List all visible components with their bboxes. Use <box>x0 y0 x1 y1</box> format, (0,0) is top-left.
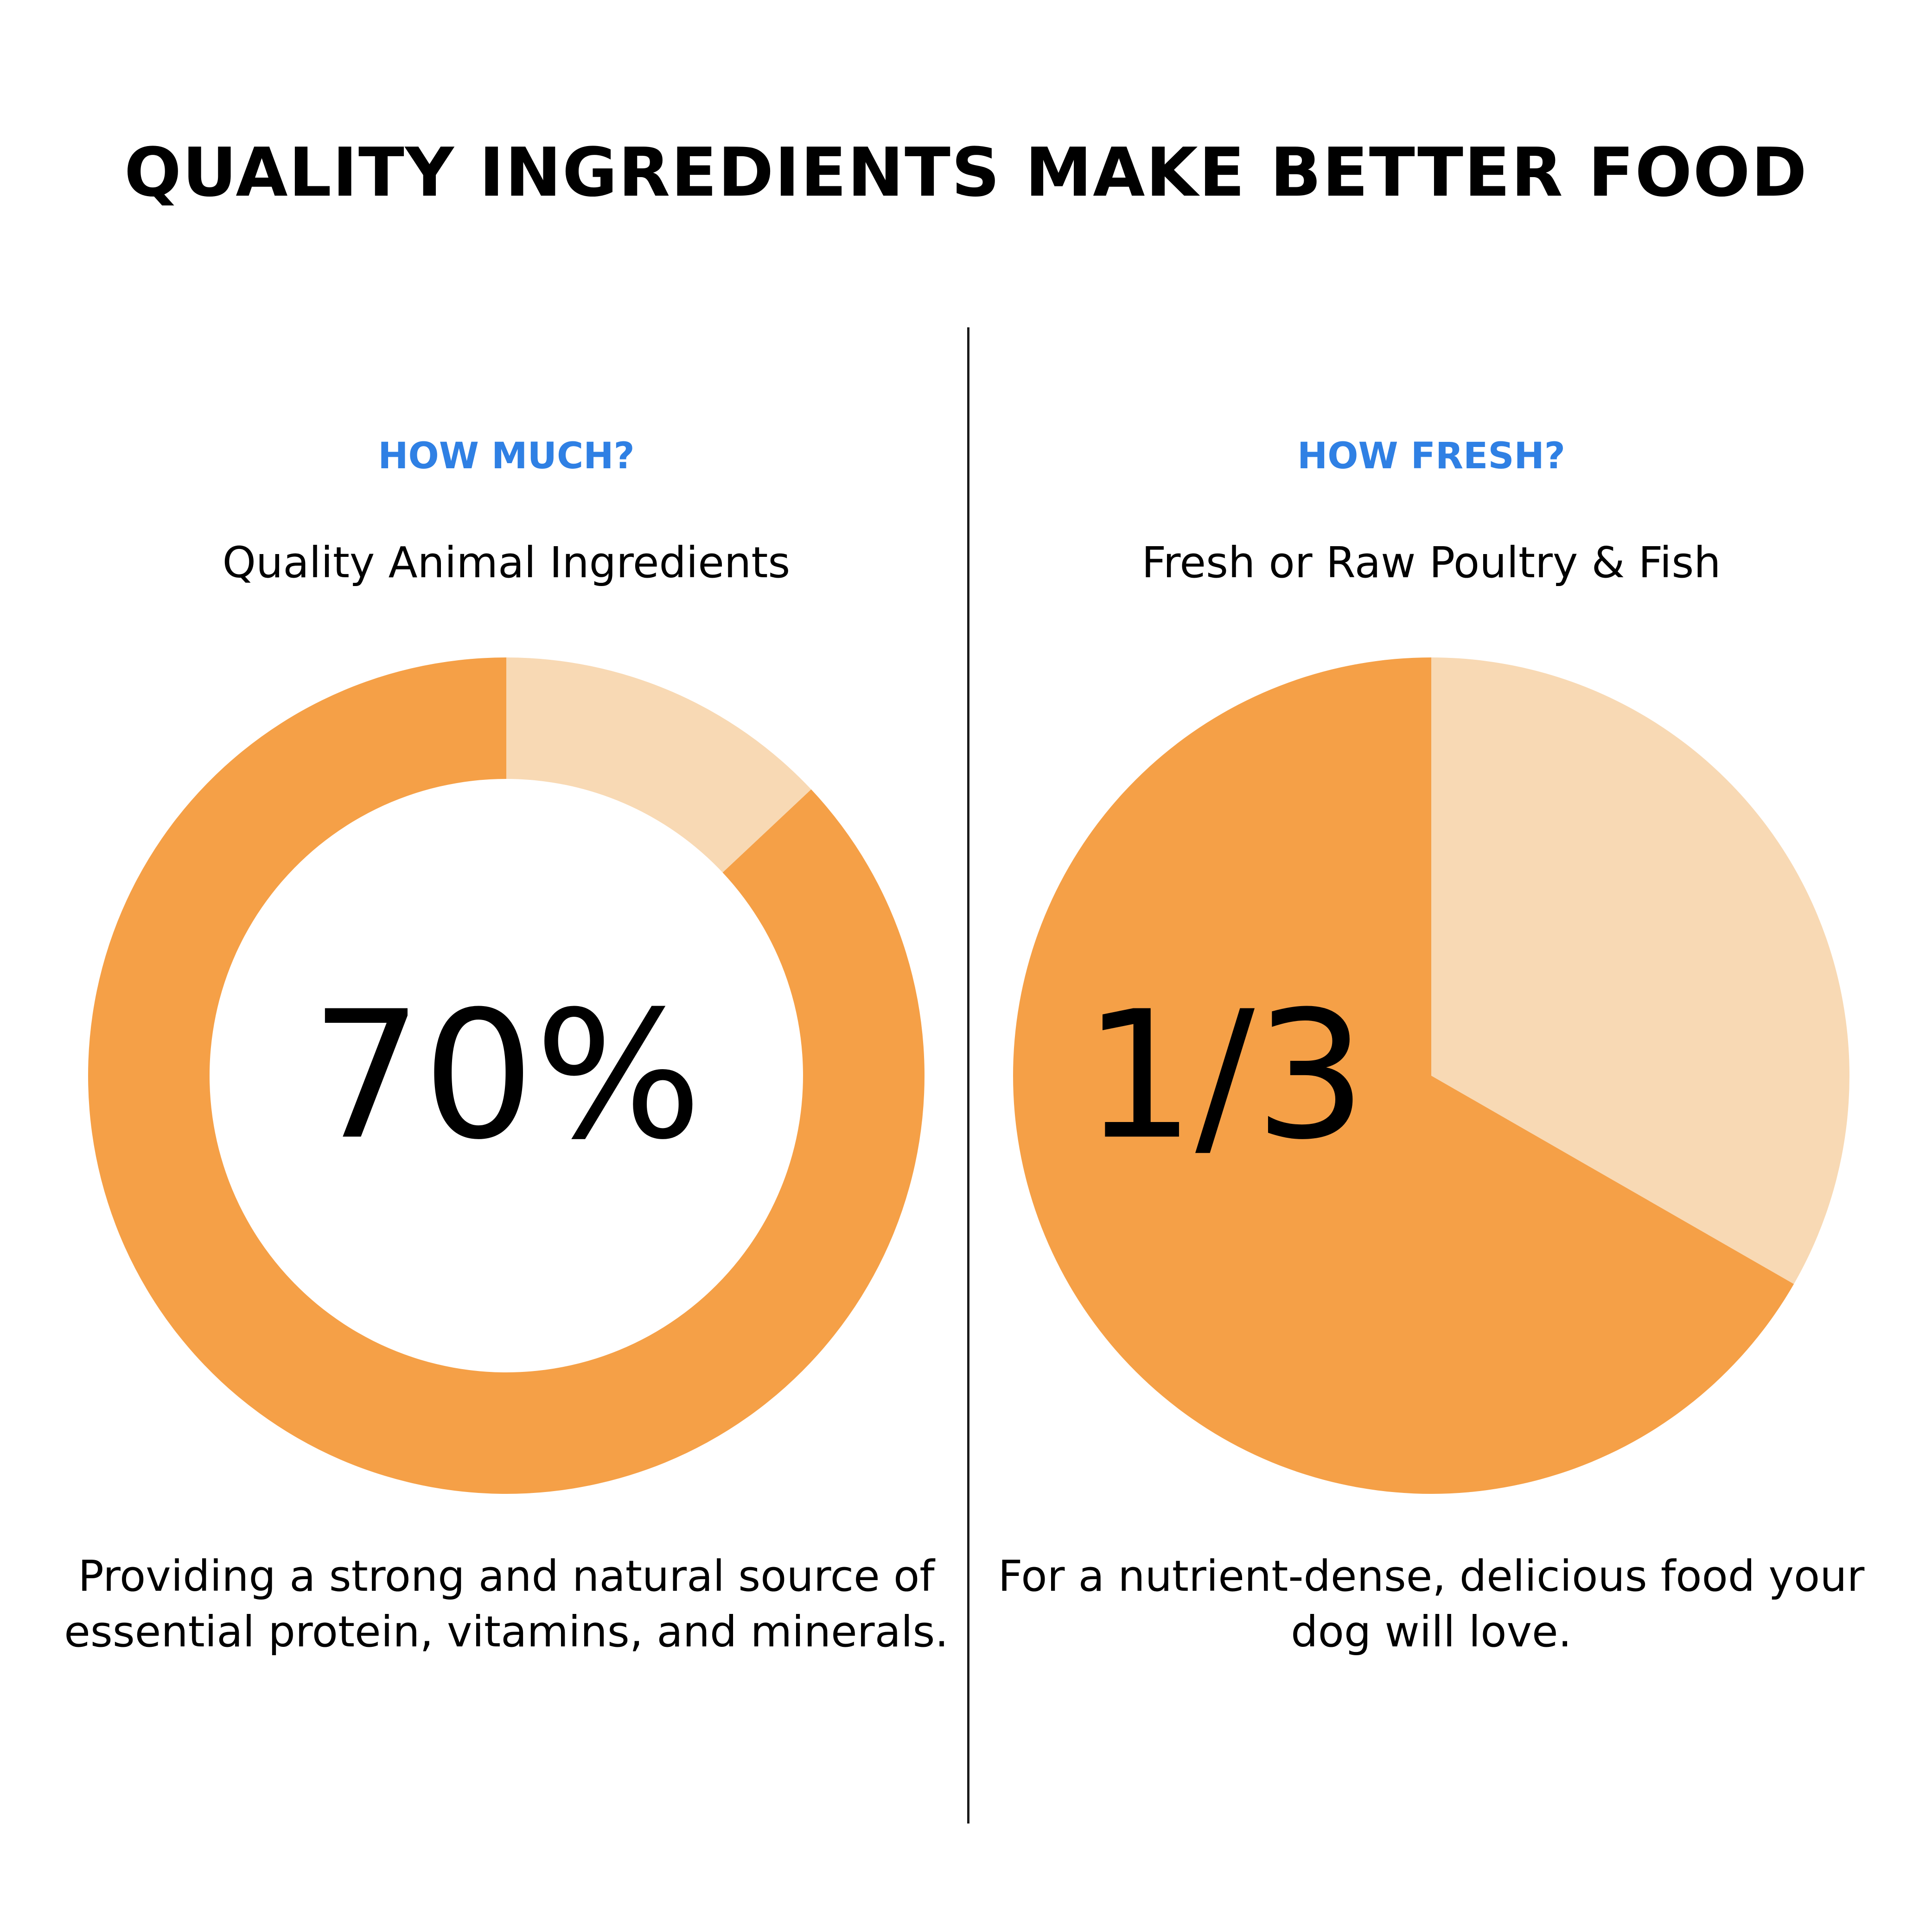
column-divider <box>967 327 969 1824</box>
page-title: QUALITY INGREDIENTS MAKE BETTER FOOD <box>124 134 1808 212</box>
donut-chart: 70% <box>88 657 925 1494</box>
chart-kicker: HOW MUCH? <box>378 435 635 477</box>
chart-title: Quality Animal Ingredients <box>222 538 791 587</box>
pie-slice-1 <box>1013 657 1794 1494</box>
chart-description: Providing a strong and natural source of… <box>64 1551 949 1657</box>
pie-slice-2 <box>506 657 811 873</box>
chart-kicker: HOW FRESH? <box>1297 435 1566 477</box>
chart-description: For a nutrient-dense, delicious food you… <box>998 1551 1865 1657</box>
pie-chart: 1/3 <box>1013 657 1849 1494</box>
center-value-label: 1/3 <box>1083 973 1367 1179</box>
pie-slice-2 <box>1431 657 1849 1284</box>
chart-title: Fresh or Raw Poultry & Fish <box>1141 538 1721 587</box>
center-value-label: 70% <box>311 973 702 1179</box>
